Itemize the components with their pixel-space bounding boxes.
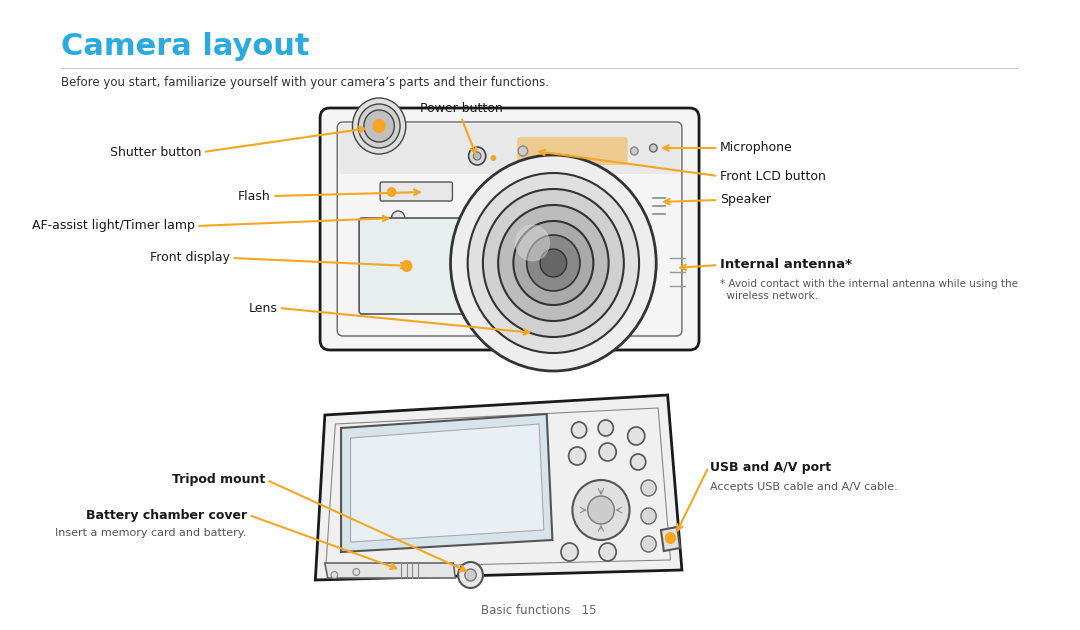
Polygon shape (661, 527, 680, 551)
Text: * Avoid contact with the internal antenna while using the
  wireless network.: * Avoid contact with the internal antenn… (720, 279, 1018, 301)
Circle shape (527, 235, 580, 291)
Circle shape (518, 146, 528, 156)
Circle shape (468, 173, 639, 353)
Circle shape (640, 508, 657, 524)
Text: Power button: Power button (420, 101, 502, 115)
Text: Battery chamber cover: Battery chamber cover (85, 508, 246, 522)
Circle shape (571, 422, 586, 438)
Circle shape (332, 571, 338, 578)
Circle shape (392, 211, 405, 225)
Circle shape (450, 155, 657, 371)
Text: Accepts USB cable and A/V cable.: Accepts USB cable and A/V cable. (711, 482, 899, 492)
Circle shape (540, 249, 567, 277)
Circle shape (640, 536, 657, 552)
Circle shape (469, 147, 486, 165)
Text: Speaker: Speaker (720, 193, 771, 207)
Circle shape (561, 543, 578, 561)
Text: USB and A/V port: USB and A/V port (711, 461, 832, 474)
FancyBboxPatch shape (360, 218, 474, 314)
Circle shape (599, 543, 617, 561)
Text: AF-assist light/Timer lamp: AF-assist light/Timer lamp (31, 219, 194, 232)
Circle shape (373, 119, 386, 133)
Polygon shape (689, 128, 699, 330)
Text: Camera layout: Camera layout (62, 32, 310, 61)
Polygon shape (325, 563, 456, 578)
FancyBboxPatch shape (380, 182, 453, 201)
Circle shape (498, 205, 609, 321)
Text: Lens: Lens (248, 302, 278, 314)
Circle shape (352, 98, 406, 154)
Circle shape (627, 427, 645, 445)
Circle shape (364, 110, 394, 142)
Circle shape (458, 562, 483, 588)
Circle shape (473, 152, 481, 160)
Circle shape (599, 443, 617, 461)
Circle shape (483, 189, 624, 337)
Circle shape (464, 569, 476, 581)
Circle shape (513, 221, 593, 305)
Circle shape (353, 568, 360, 575)
Text: Flash: Flash (238, 190, 271, 202)
Text: Front LCD button: Front LCD button (720, 169, 826, 183)
Circle shape (515, 225, 550, 261)
Circle shape (631, 147, 638, 155)
Circle shape (359, 104, 400, 148)
Circle shape (568, 447, 585, 465)
Text: Internal antenna*: Internal antenna* (720, 258, 852, 272)
Polygon shape (341, 414, 552, 552)
Circle shape (640, 480, 657, 496)
Circle shape (631, 454, 646, 470)
Circle shape (387, 187, 396, 197)
Circle shape (572, 480, 630, 540)
Text: Basic functions   15: Basic functions 15 (482, 604, 597, 617)
Text: Shutter button: Shutter button (110, 146, 201, 159)
FancyBboxPatch shape (320, 108, 699, 350)
Text: Microphone: Microphone (720, 142, 793, 154)
Circle shape (598, 420, 613, 436)
Circle shape (490, 155, 496, 161)
Circle shape (665, 532, 676, 544)
FancyBboxPatch shape (517, 137, 627, 165)
Circle shape (588, 496, 615, 524)
Text: Before you start, familiarize yourself with your camera’s parts and their functi: Before you start, familiarize yourself w… (62, 76, 549, 89)
FancyBboxPatch shape (339, 124, 680, 174)
Circle shape (401, 260, 413, 272)
Circle shape (649, 144, 657, 152)
Polygon shape (315, 395, 681, 580)
Text: Tripod mount: Tripod mount (172, 474, 265, 486)
Polygon shape (351, 424, 544, 542)
Text: Front display: Front display (150, 251, 230, 265)
Text: Insert a memory card and battery.: Insert a memory card and battery. (55, 528, 246, 538)
